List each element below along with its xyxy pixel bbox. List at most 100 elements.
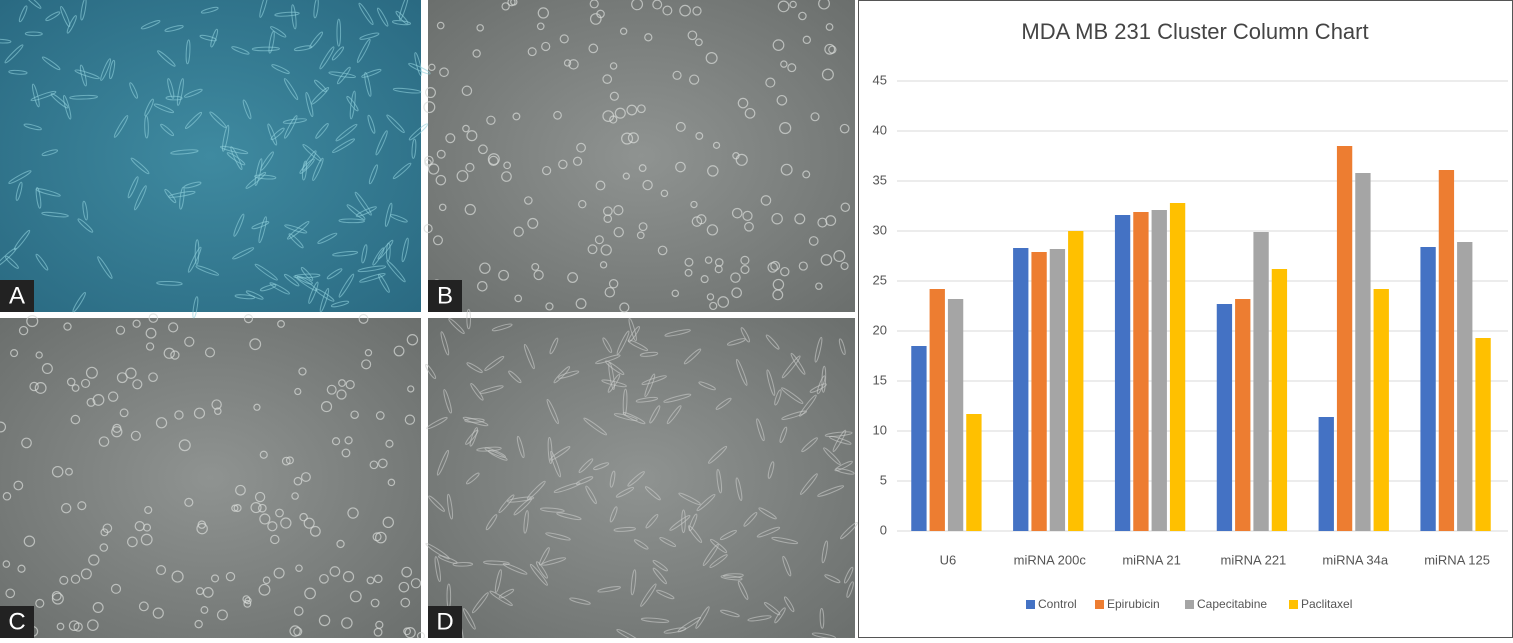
x-tick-label: U6 — [940, 552, 957, 567]
cell — [319, 287, 330, 313]
cell — [487, 449, 508, 461]
cell — [80, 0, 87, 21]
cell — [698, 381, 716, 391]
panel-label: D — [436, 608, 453, 635]
cell — [80, 568, 92, 580]
cell — [250, 501, 262, 514]
cell — [569, 597, 591, 605]
cell — [723, 573, 744, 578]
cell — [341, 617, 353, 629]
cell — [527, 47, 537, 57]
cell — [178, 439, 191, 452]
cell — [709, 554, 728, 568]
cell — [411, 138, 417, 159]
cell — [513, 498, 533, 516]
cell — [17, 564, 26, 573]
cell — [358, 313, 369, 324]
cell — [545, 302, 554, 311]
cell — [359, 32, 380, 40]
cell — [354, 191, 372, 216]
cell — [85, 366, 98, 379]
cell — [770, 260, 781, 271]
cell — [477, 280, 488, 292]
cell — [23, 123, 42, 131]
cell — [516, 435, 525, 459]
cell — [735, 477, 743, 502]
cell — [302, 150, 317, 171]
cell — [368, 164, 378, 185]
cell — [714, 265, 723, 274]
cell — [51, 590, 62, 601]
bar — [929, 289, 945, 531]
bar — [1318, 417, 1334, 531]
cell — [821, 540, 828, 564]
bar — [1438, 170, 1455, 531]
cell — [489, 590, 513, 606]
cell — [184, 497, 194, 507]
cell — [642, 179, 653, 191]
cell — [144, 505, 153, 515]
bar — [1151, 210, 1167, 531]
cell — [635, 396, 659, 403]
cell — [466, 130, 478, 142]
cell — [262, 576, 271, 585]
cell — [259, 284, 277, 292]
cell — [367, 114, 376, 134]
cell — [389, 214, 408, 223]
cell — [767, 461, 775, 479]
legend-swatch — [1185, 600, 1194, 609]
cell — [45, 11, 61, 22]
cell — [428, 63, 436, 72]
cell — [645, 514, 659, 529]
cell — [690, 200, 698, 209]
cell — [157, 50, 176, 67]
cell — [179, 186, 185, 210]
cell — [652, 0, 663, 10]
cell — [35, 188, 61, 197]
cell — [92, 602, 104, 613]
cell — [549, 446, 571, 461]
cell — [385, 439, 394, 448]
cell — [375, 130, 388, 156]
cell — [0, 38, 12, 44]
cell — [170, 149, 199, 155]
cell — [461, 85, 473, 97]
cell — [627, 471, 645, 487]
cell — [220, 145, 249, 155]
x-tick-label: miRNA 21 — [1122, 552, 1181, 567]
cell — [644, 33, 653, 42]
cell — [259, 450, 268, 459]
cell — [578, 458, 594, 473]
cell — [398, 0, 409, 21]
cell — [622, 172, 630, 180]
cell — [684, 257, 694, 267]
cell — [41, 149, 59, 156]
cell — [372, 247, 385, 266]
cell — [338, 218, 365, 224]
cell — [716, 469, 723, 494]
cell — [456, 170, 469, 182]
cell — [485, 514, 498, 531]
cell — [234, 294, 256, 300]
cell — [790, 352, 806, 375]
cell — [678, 492, 701, 506]
cell — [134, 185, 147, 211]
cell — [840, 521, 858, 540]
cell — [740, 265, 750, 275]
cell — [688, 513, 698, 532]
bar — [947, 299, 964, 531]
cell — [760, 195, 772, 206]
cell — [294, 275, 318, 292]
cell — [824, 43, 836, 55]
cell — [447, 493, 453, 520]
cell — [41, 56, 61, 71]
cell — [293, 606, 304, 616]
cell — [767, 262, 779, 273]
cell — [152, 607, 164, 619]
cell — [484, 447, 507, 458]
cell — [361, 359, 372, 370]
cell — [588, 43, 599, 54]
cell — [794, 213, 806, 225]
cell — [638, 222, 648, 232]
cell — [553, 366, 571, 384]
